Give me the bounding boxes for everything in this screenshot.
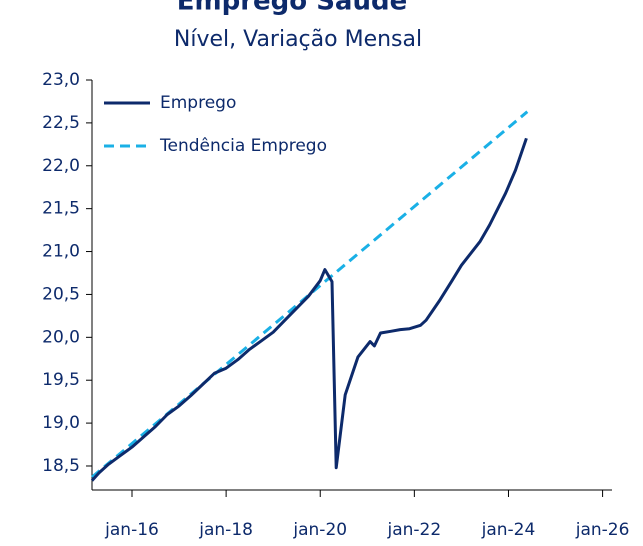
y-tick-label: 19,0 xyxy=(42,413,80,433)
y-tick-label: 22,5 xyxy=(42,113,80,133)
chart-subtitle: Nível, Variação Mensal xyxy=(174,27,422,52)
y-tick-label: 19,5 xyxy=(42,370,80,390)
line xyxy=(90,137,528,482)
y-tick-label: 21,5 xyxy=(42,199,80,219)
y-tick-label: 23,0 xyxy=(42,70,80,90)
x-tick-label: jan-24 xyxy=(481,520,536,540)
legend-label: Emprego xyxy=(160,93,236,113)
x-tick-label: jan-22 xyxy=(387,520,442,540)
y-tick-label: 22,0 xyxy=(42,156,80,176)
line xyxy=(91,110,529,479)
chart-title: Emprego Saúde xyxy=(177,0,407,17)
x-tick-label: jan-16 xyxy=(104,520,159,540)
x-tick-label: jan-26 xyxy=(575,520,630,540)
y-tick-label: 20,5 xyxy=(42,284,80,304)
legend-label: Tendência Emprego xyxy=(159,136,327,156)
x-tick-label: jan-18 xyxy=(198,520,253,540)
x-tick-label: jan-20 xyxy=(292,520,347,540)
y-tick-label: 20,0 xyxy=(42,327,80,347)
y-tick-label: 18,5 xyxy=(42,456,80,476)
y-tick-label: 21,0 xyxy=(42,242,80,262)
